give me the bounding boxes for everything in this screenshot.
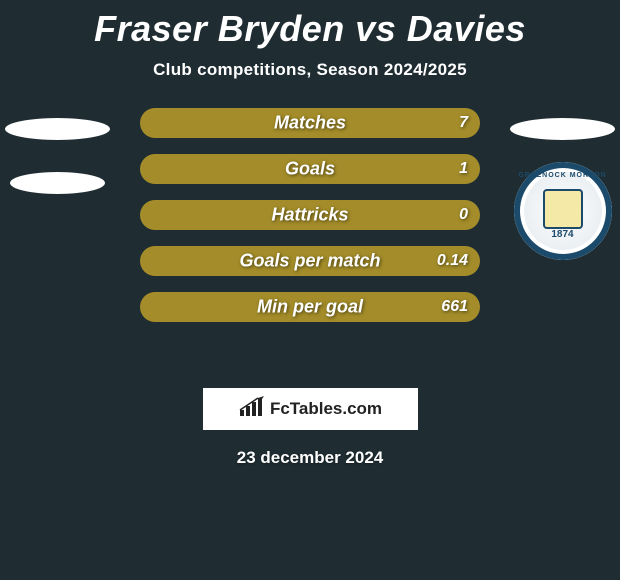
brand-chart-icon [238,396,264,423]
ellipse-placeholder [510,118,615,140]
club-crest: GREENOCK MORTON 1874 [514,162,612,260]
page-subtitle: Club competitions, Season 2024/2025 [0,60,620,80]
page-title: Fraser Bryden vs Davies [0,0,620,50]
left-player-badges [5,108,110,194]
stat-bar-value-right: 1 [459,160,468,178]
stat-bar: Min per goal 661 [140,292,480,322]
stat-bar: Goals per match 0.14 [140,246,480,276]
stat-bar-value-right: 0.14 [437,252,468,270]
stat-bar: Goals 1 [140,154,480,184]
brand-text: FcTables.com [270,399,382,419]
right-player-badges: GREENOCK MORTON 1874 [510,108,615,260]
stat-bar-value-right: 661 [441,298,468,316]
crest-shield [543,189,583,229]
stat-bar-label: Goals [285,159,335,180]
snapshot-date: 23 december 2024 [0,448,620,468]
brand-box: FcTables.com [203,388,418,430]
stat-bar: Matches 7 [140,108,480,138]
crest-year: 1874 [514,229,612,240]
stat-bar-value-right: 7 [459,114,468,132]
stat-bar-label: Hattricks [271,205,348,226]
stat-bars: Matches 7 Goals 1 Hattricks 0 Goals per match 0… [140,108,480,338]
stat-bar-label: Matches [274,113,346,134]
stat-bar: Hattricks 0 [140,200,480,230]
ellipse-placeholder [5,118,110,140]
ellipse-placeholder [10,172,105,194]
crest-top-text: GREENOCK MORTON [514,172,612,179]
stat-bar-label: Min per goal [257,297,363,318]
comparison-content: GREENOCK MORTON 1874 Matches 7 Goals 1 Hattr… [0,108,620,368]
stat-bar-label: Goals per match [239,251,380,272]
stat-bar-value-right: 0 [459,206,468,224]
